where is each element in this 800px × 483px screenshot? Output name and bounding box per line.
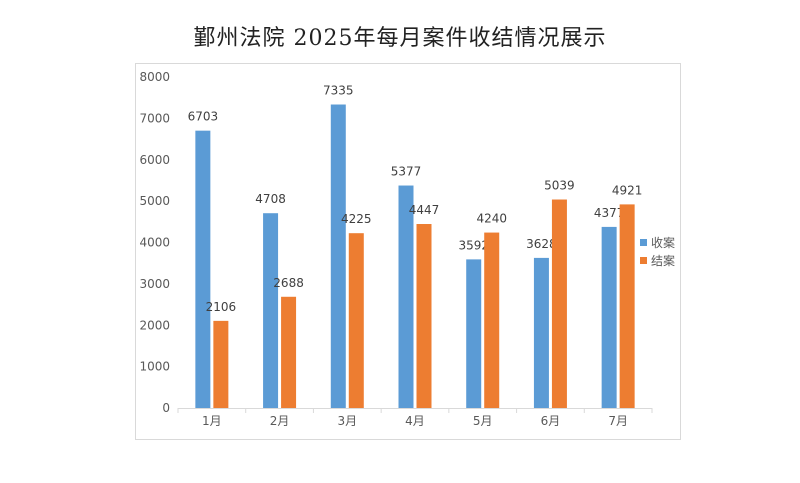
- y-tick-label: 0: [162, 401, 170, 415]
- chart-frame: [135, 63, 681, 440]
- y-tick-label: 2000: [139, 318, 170, 332]
- bar-closed: [619, 204, 635, 408]
- y-tick-label: 8000: [139, 70, 170, 84]
- bar-closed: [551, 199, 567, 408]
- data-label: 3628: [526, 237, 557, 251]
- bar-received: [533, 257, 549, 408]
- y-tick-label: 4000: [139, 236, 170, 250]
- data-label: 4708: [255, 192, 286, 206]
- x-category-label: 7月: [608, 414, 628, 428]
- chart-title: 鄞州法院 2025年每月案件收结情况展示: [193, 26, 607, 51]
- legend-label: 结案: [651, 253, 675, 268]
- data-label: 7335: [323, 84, 354, 98]
- x-category-label: 6月: [541, 414, 561, 428]
- x-category-label: 4月: [405, 414, 425, 428]
- x-category-label: 5月: [473, 414, 493, 428]
- bar-closed: [281, 296, 297, 408]
- x-category-label: 1月: [202, 414, 222, 428]
- y-tick-label: 6000: [139, 153, 170, 167]
- bar-closed: [213, 320, 229, 408]
- data-label: 4921: [612, 183, 643, 197]
- x-category-label: 2月: [270, 414, 290, 428]
- data-label: 5377: [391, 165, 422, 179]
- bars: 6703 2106 4708 2688 7335 4225 5377 4447 3592 4240…: [188, 84, 643, 408]
- data-label: 4377: [594, 206, 625, 220]
- x-category-label: 3月: [337, 414, 357, 428]
- data-label: 4225: [341, 212, 372, 226]
- bar-closed: [348, 233, 364, 408]
- data-label: 5039: [544, 179, 575, 193]
- data-label: 4240: [476, 212, 507, 226]
- y-tick-label: 1000: [139, 360, 170, 374]
- bar-received: [466, 259, 482, 408]
- legend-label: 收案: [651, 235, 675, 250]
- bar-received: [398, 185, 414, 408]
- y-tick-label: 7000: [139, 111, 170, 125]
- x-axis: 1月 2月 3月 4月 5月 6月 7月: [177, 408, 653, 428]
- bar-received: [330, 104, 346, 408]
- y-tick-label: 3000: [139, 277, 170, 291]
- data-label: 4447: [409, 203, 440, 217]
- legend-swatch: [640, 239, 647, 246]
- data-label: 2688: [273, 276, 304, 290]
- bar-received: [263, 213, 279, 408]
- data-label: 2106: [206, 300, 237, 314]
- bar-closed: [484, 232, 500, 408]
- legend-swatch: [640, 257, 647, 264]
- y-axis: 0 1000 2000 3000 4000 5000 6000 7000 8000: [139, 70, 170, 415]
- bar-closed: [416, 224, 432, 408]
- data-label: 6703: [188, 110, 219, 124]
- data-label: 3592: [458, 238, 489, 252]
- bar-received: [195, 130, 211, 408]
- y-tick-label: 5000: [139, 194, 170, 208]
- bar-received: [601, 226, 617, 408]
